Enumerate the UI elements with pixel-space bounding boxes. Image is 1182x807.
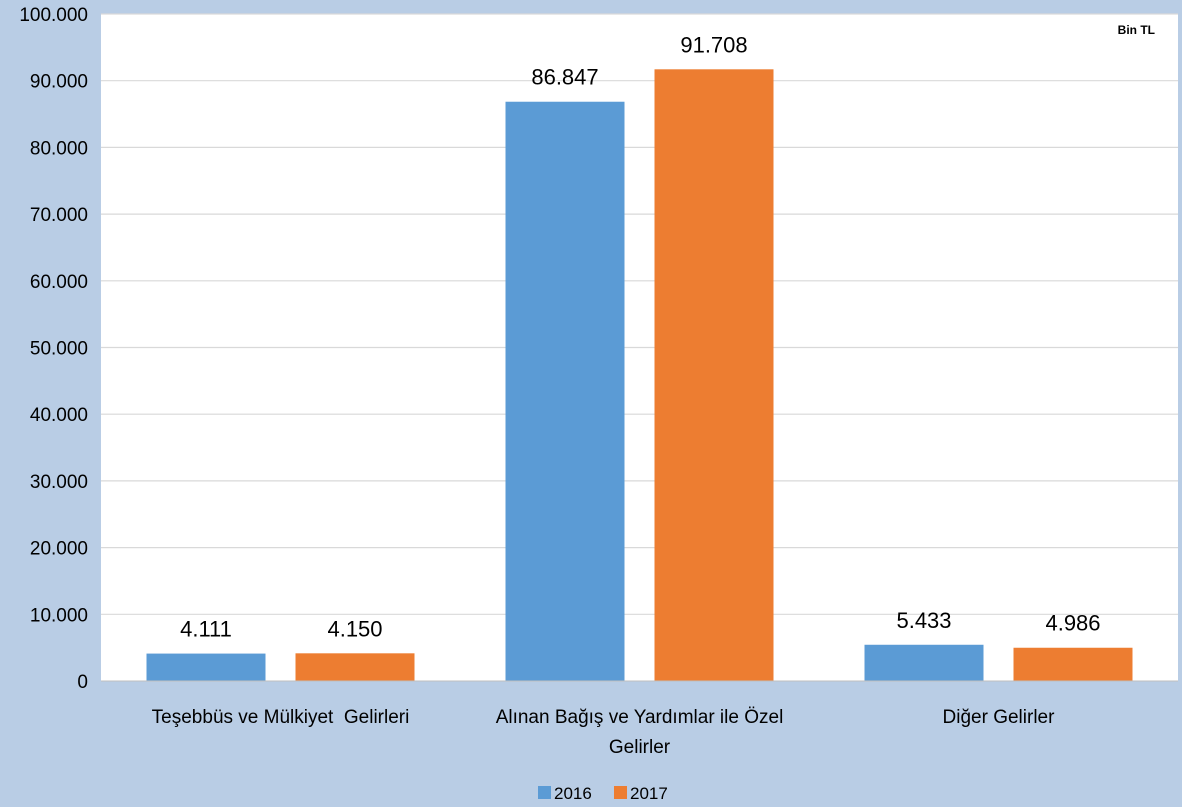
bar-2016 [505,101,625,681]
legend-swatch-2017 [614,786,627,799]
bar-2017 [295,653,415,681]
y-axis-tick-labels: 0 10.000 20.000 30.000 40.000 50.000 60.000 70.… [19,5,88,693]
y-tick-label: 60.000 [30,272,88,293]
y-tick-label: 70.000 [30,205,88,226]
legend: 2016 2017 [538,784,668,803]
y-tick-label: 100.000 [19,5,88,26]
y-tick-label: 90.000 [30,72,88,93]
category-label: Teşebbüs ve Mülkiyet Gelirleri [152,707,410,728]
data-label-2017: 4.150 [327,616,382,641]
y-tick-label: 10.000 [30,605,88,626]
category-label: Alınan Bağış ve Yardımlar ile Özel [496,707,784,728]
bars [146,69,1133,682]
y-tick-label: 80.000 [30,138,88,159]
unit-label: Bin TL [1118,23,1155,37]
data-label-2016: 5.433 [896,608,951,633]
legend-label-2017: 2017 [630,784,668,803]
category-label: Gelirler [609,737,671,758]
category-label: Diğer Gelirler [943,707,1056,728]
y-tick-label: 0 [77,672,88,693]
legend-swatch-2016 [538,786,551,799]
bar-2016 [864,644,984,681]
bar-2016 [146,653,266,681]
gridlines [101,13,1178,615]
bar-2017 [654,69,774,682]
y-tick-label: 20.000 [30,539,88,560]
y-tick-label: 30.000 [30,472,88,493]
y-tick-label: 40.000 [30,405,88,426]
bar-2017 [1013,647,1133,681]
data-label-2016: 86.847 [531,65,598,90]
data-label-2017: 4.986 [1045,611,1100,636]
legend-label-2016: 2016 [554,784,592,803]
data-labels: 4.111 86.847 5.433 4.150 91.708 4.986 [180,32,1100,641]
y-tick-label: 50.000 [30,339,88,360]
data-label-2017: 91.708 [680,32,747,57]
data-label-2016: 4.111 [180,617,232,642]
x-axis-category-labels: Teşebbüs ve Mülkiyet Gelirleri Alınan Bağ… [152,707,1055,758]
